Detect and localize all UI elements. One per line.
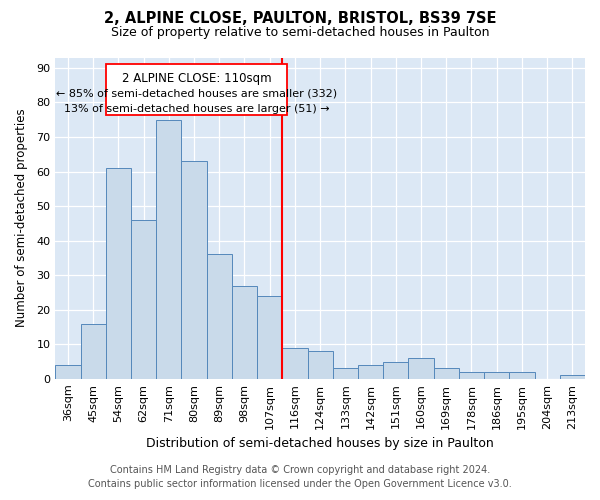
Bar <box>55 365 80 379</box>
Bar <box>409 358 434 379</box>
Bar <box>106 64 287 114</box>
Text: 2, ALPINE CLOSE, PAULTON, BRISTOL, BS39 7SE: 2, ALPINE CLOSE, PAULTON, BRISTOL, BS39 … <box>104 11 496 26</box>
Bar <box>131 220 156 379</box>
Bar <box>434 368 459 379</box>
Bar <box>308 351 333 379</box>
Bar <box>509 372 535 379</box>
Bar <box>383 362 409 379</box>
Bar <box>358 365 383 379</box>
Bar <box>80 324 106 379</box>
Bar <box>560 376 585 379</box>
Bar <box>333 368 358 379</box>
Bar <box>459 372 484 379</box>
Bar <box>257 296 283 379</box>
Text: 2 ALPINE CLOSE: 110sqm: 2 ALPINE CLOSE: 110sqm <box>122 72 271 85</box>
Bar <box>156 120 181 379</box>
Bar <box>206 254 232 379</box>
X-axis label: Distribution of semi-detached houses by size in Paulton: Distribution of semi-detached houses by … <box>146 437 494 450</box>
Text: ← 85% of semi-detached houses are smaller (332): ← 85% of semi-detached houses are smalle… <box>56 88 337 99</box>
Text: Size of property relative to semi-detached houses in Paulton: Size of property relative to semi-detach… <box>111 26 489 39</box>
Text: Contains HM Land Registry data © Crown copyright and database right 2024.
Contai: Contains HM Land Registry data © Crown c… <box>88 465 512 489</box>
Y-axis label: Number of semi-detached properties: Number of semi-detached properties <box>15 109 28 328</box>
Bar <box>181 161 206 379</box>
Bar <box>484 372 509 379</box>
Text: 13% of semi-detached houses are larger (51) →: 13% of semi-detached houses are larger (… <box>64 104 329 114</box>
Bar <box>232 286 257 379</box>
Bar <box>283 348 308 379</box>
Bar <box>106 168 131 379</box>
